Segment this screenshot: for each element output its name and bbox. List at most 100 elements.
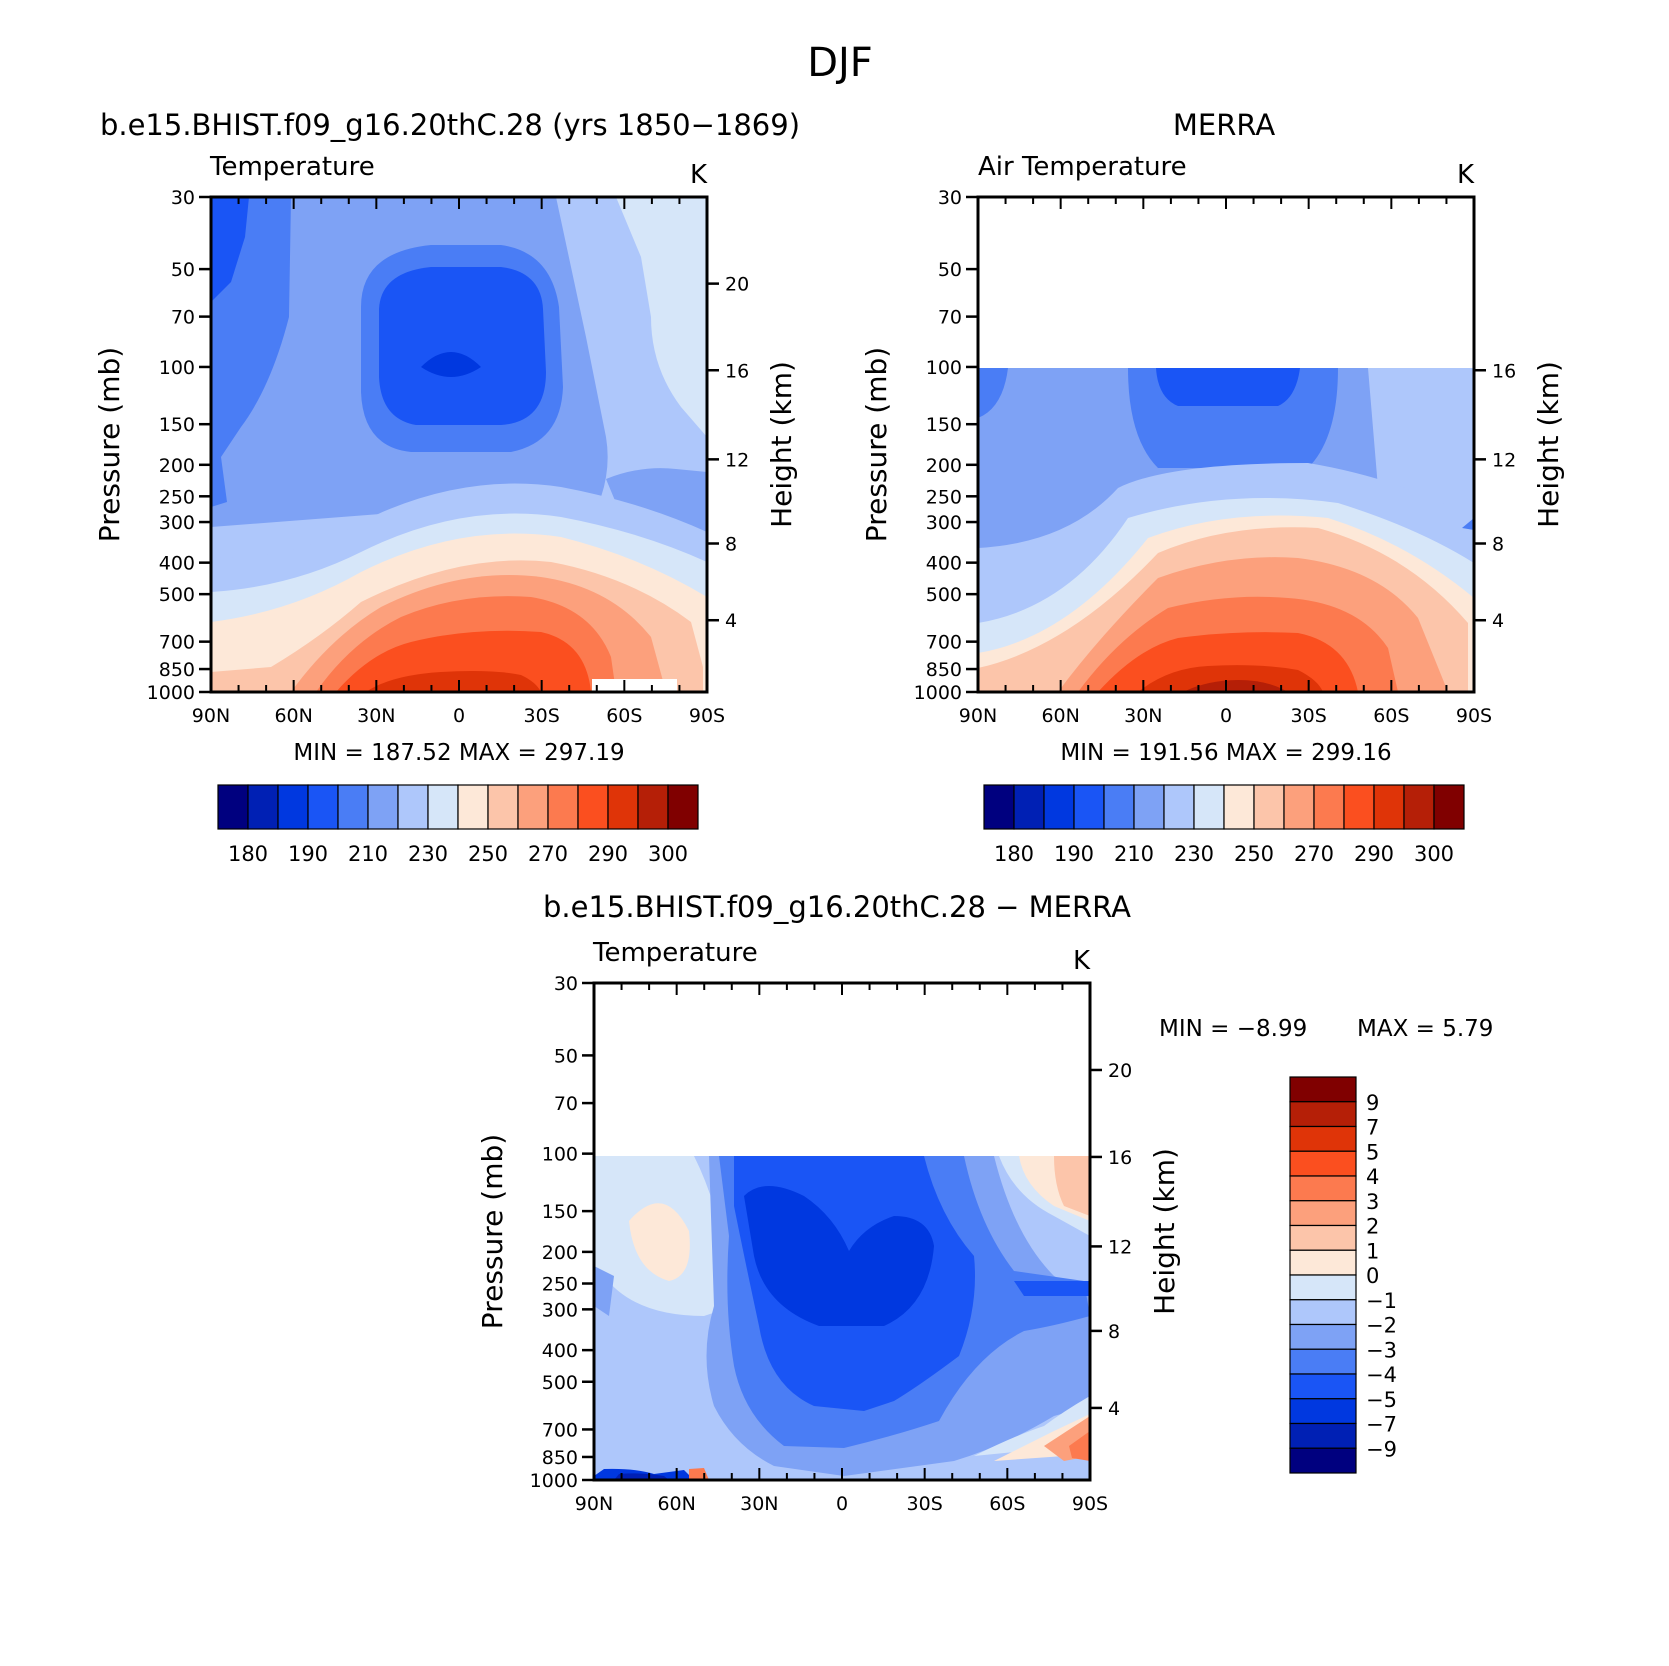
- colorbar-label: −3: [1366, 1338, 1397, 1362]
- pressure-axis-label: Pressure (mb): [476, 1134, 509, 1329]
- panel-diff-variable: Temperature: [592, 938, 758, 968]
- lat-tick-label: 30N: [740, 1493, 778, 1515]
- panel-model-title: b.e15.BHIST.f09_g16.20thC.28 (yrs 1850−1…: [100, 108, 800, 142]
- pressure-tick-label: 30: [171, 187, 195, 209]
- pressure-tick-label: 30: [554, 973, 578, 995]
- colorbar-label: 230: [408, 842, 448, 866]
- pressure-tick-label: 200: [542, 1242, 578, 1264]
- pressure-tick-label: 500: [542, 1372, 578, 1394]
- colorbar-swatch: [1289, 1224, 1357, 1251]
- height-tick-label: 8: [725, 534, 737, 556]
- height-tick-label: 4: [1108, 1398, 1120, 1420]
- pressure-tick-label: 250: [542, 1274, 578, 1296]
- colorbar-swatch: [1103, 784, 1135, 830]
- colorbar-label: 290: [1354, 842, 1394, 866]
- pressure-tick-label: 50: [554, 1045, 578, 1067]
- figure-title: DJF: [807, 40, 873, 86]
- lat-tick-label: 60S: [606, 705, 642, 727]
- pressure-tick-label: 700: [926, 632, 962, 654]
- colorbar-swatch: [1289, 1150, 1357, 1177]
- pressure-tick-label: 70: [554, 1093, 578, 1115]
- pressure-axis-label: Pressure (mb): [93, 347, 126, 542]
- colorbar-label: 230: [1174, 842, 1214, 866]
- panel-merra-units: K: [1457, 160, 1475, 190]
- lat-tick-label: 60N: [1041, 705, 1079, 727]
- pressure-tick-label: 850: [159, 659, 195, 681]
- lat-tick-label: 30S: [907, 1493, 943, 1515]
- lat-tick-label: 0: [836, 1493, 848, 1515]
- colorbar-label: 7: [1366, 1116, 1379, 1140]
- pressure-tick-label: 300: [926, 512, 962, 534]
- panel-model-field: [211, 197, 707, 692]
- colorbar-label: 250: [1234, 842, 1274, 866]
- colorbar-swatch: [1313, 784, 1345, 830]
- colorbar-label: −4: [1366, 1363, 1397, 1387]
- height-tick-label: 8: [1108, 1321, 1120, 1343]
- pressure-tick-label: 700: [159, 632, 195, 654]
- panel-merra-stats: MIN = 191.56 MAX = 299.16: [1060, 740, 1391, 766]
- pressure-tick-label: 1000: [530, 1470, 578, 1492]
- colorbar-swatch: [607, 784, 639, 830]
- colorbar-swatch: [1283, 784, 1315, 830]
- pressure-tick-label: 300: [159, 512, 195, 534]
- colorbar-swatch: [517, 784, 549, 830]
- pressure-tick-label: 150: [542, 1201, 578, 1223]
- pressure-tick-label: 400: [159, 553, 195, 575]
- colorbar-swatch: [1193, 784, 1225, 830]
- colorbar-label: −1: [1366, 1289, 1397, 1313]
- colorbar-swatch: [1163, 784, 1195, 830]
- lat-tick-label: 30S: [524, 705, 560, 727]
- panel-merra: MERRA Air Temperature K 30 50 70 100 150 200 2…: [860, 108, 1565, 866]
- lat-tick-label: 90N: [959, 705, 997, 727]
- panel-merra-variable: Air Temperature: [978, 152, 1187, 182]
- colorbar-label: −9: [1366, 1437, 1397, 1461]
- colorbar-swatch: [1289, 1447, 1357, 1474]
- lat-tick-label: 0: [453, 705, 465, 727]
- colorbar-swatch: [427, 784, 459, 830]
- colorbar-swatch: [1289, 1200, 1357, 1227]
- pressure-tick-label: 400: [926, 553, 962, 575]
- lat-tick-label: 90S: [1456, 705, 1492, 727]
- panel-diff-field: [594, 1156, 1090, 1480]
- pressure-tick-label: 1000: [147, 682, 195, 704]
- panel-model-colorbar: 180 190 210 230 250 270 290 300: [217, 784, 699, 866]
- pressure-tick-label: 700: [542, 1419, 578, 1441]
- colorbar-swatch: [1289, 1422, 1357, 1449]
- height-tick-label: 12: [725, 449, 749, 471]
- pressure-tick-label: 500: [926, 584, 962, 606]
- panel-model: b.e15.BHIST.f09_g16.20thC.28 (yrs 1850−1…: [93, 108, 800, 866]
- colorbar-swatch: [983, 784, 1015, 830]
- panel-merra-title: MERRA: [1173, 108, 1275, 142]
- pressure-tick-label: 200: [926, 455, 962, 477]
- lat-tick-label: 30N: [1124, 705, 1162, 727]
- colorbar-swatch: [1289, 1323, 1357, 1350]
- colorbar-swatch: [1289, 1274, 1357, 1301]
- pressure-tick-label: 200: [159, 455, 195, 477]
- colorbar-swatch: [1073, 784, 1105, 830]
- colorbar-swatch: [247, 784, 279, 830]
- lat-tick-label: 60S: [989, 1493, 1025, 1515]
- colorbar-label: 0: [1366, 1264, 1379, 1288]
- height-tick-label: 16: [1492, 360, 1516, 382]
- colorbar-label: 180: [228, 842, 268, 866]
- colorbar-swatch: [667, 784, 699, 830]
- colorbar-swatch: [487, 784, 519, 830]
- pressure-tick-label: 1000: [914, 682, 962, 704]
- height-axis-label: Height (km): [1148, 1148, 1181, 1315]
- colorbar-label: 1: [1366, 1239, 1379, 1263]
- colorbar-swatch: [1433, 784, 1465, 830]
- colorbar-swatch: [1253, 784, 1285, 830]
- lat-tick-label: 60N: [657, 1493, 695, 1515]
- colorbar-swatch: [1289, 1249, 1357, 1276]
- colorbar-label: 180: [994, 842, 1034, 866]
- colorbar-swatch: [1289, 1299, 1357, 1326]
- pressure-tick-label: 250: [926, 486, 962, 508]
- panel-diff-stats-min: MIN = −8.99: [1159, 1016, 1307, 1042]
- panel-diff: b.e15.BHIST.f09_g16.20thC.28 − MERRA Tem…: [476, 890, 1493, 1515]
- colorbar-label: 3: [1366, 1190, 1379, 1214]
- height-tick-label: 16: [1108, 1147, 1132, 1169]
- colorbar-swatch: [1343, 784, 1375, 830]
- lat-tick-label: 0: [1220, 705, 1232, 727]
- colorbar-label: 5: [1366, 1140, 1379, 1164]
- pressure-tick-label: 50: [938, 259, 962, 281]
